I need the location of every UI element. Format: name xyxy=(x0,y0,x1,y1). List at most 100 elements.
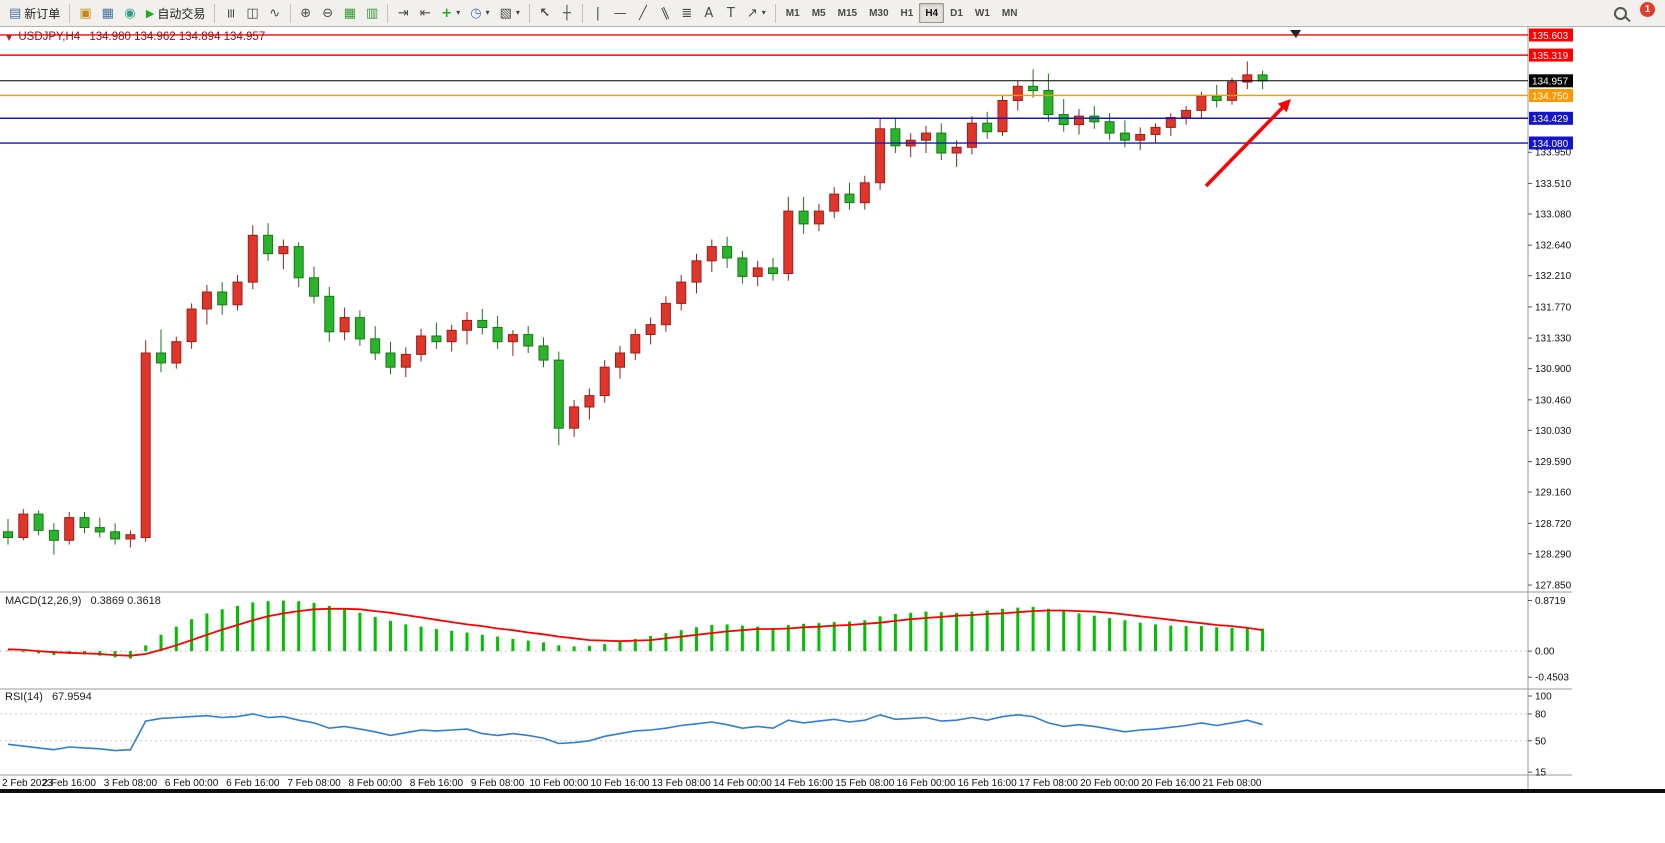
chart-shift-button[interactable]: ⇤ xyxy=(414,2,436,24)
macd-indicator-label: MACD(12,26,9) 0.3869 0.3618 xyxy=(5,595,161,607)
zoom-out-button[interactable]: ⊖ xyxy=(317,2,339,24)
line-chart-icon: ∿ xyxy=(269,5,281,21)
svg-text:20 Feb 00:00: 20 Feb 00:00 xyxy=(1080,778,1139,789)
svg-text:0.8719: 0.8719 xyxy=(1535,596,1566,607)
svg-text:13 Feb 08:00: 13 Feb 08:00 xyxy=(652,778,711,789)
bar-chart-button[interactable]: ≡ xyxy=(219,2,241,24)
cursor-button[interactable]: ↖ xyxy=(534,2,556,24)
svg-text:14 Feb 16:00: 14 Feb 16:00 xyxy=(774,778,833,789)
svg-text:0.00: 0.00 xyxy=(1535,647,1555,658)
rsi-panel[interactable] xyxy=(0,713,1528,752)
price-badge-134.957: 134.957 xyxy=(1529,74,1573,88)
svg-text:2 Feb 2023: 2 Feb 2023 xyxy=(2,778,53,789)
price-badge-135.319: 135.319 xyxy=(1529,48,1573,62)
svg-text:133.510: 133.510 xyxy=(1535,179,1572,190)
tf-h1[interactable]: H1 xyxy=(895,3,920,23)
template-icon: ▧ xyxy=(499,5,512,21)
svg-text:128.290: 128.290 xyxy=(1535,549,1572,560)
toolbar-separator xyxy=(528,3,530,23)
horizontal-line-icon: — xyxy=(613,5,627,21)
dropdown-icon: ▾ xyxy=(485,8,490,17)
candlestick-button[interactable]: ◫ xyxy=(241,2,263,24)
templates-button[interactable]: ▧ ▾ xyxy=(495,2,525,24)
tf-d1[interactable]: D1 xyxy=(944,3,969,23)
market-button[interactable]: ▣ xyxy=(74,2,96,24)
fibonacci-button[interactable]: ≣ xyxy=(676,2,698,24)
toolbar-separator xyxy=(387,3,389,23)
svg-text:127.850: 127.850 xyxy=(1535,581,1572,592)
price-axis[interactable]: 133.950 133.510 133.080 132.640 132.210 131.7… xyxy=(1528,148,1572,779)
search-button[interactable] xyxy=(1609,2,1632,24)
auto-scroll-button[interactable]: ⇥ xyxy=(392,2,414,24)
chart-shift-marker[interactable] xyxy=(1290,30,1301,38)
chart-plot-area[interactable] xyxy=(0,27,1528,775)
svg-text:20 Feb 16:00: 20 Feb 16:00 xyxy=(1141,778,1200,789)
svg-text:132.640: 132.640 xyxy=(1535,241,1572,252)
price-badge-135.603: 135.603 xyxy=(1529,28,1573,42)
horizontal-line-button[interactable]: — xyxy=(609,2,632,24)
new-order-label: 新订单 xyxy=(24,6,61,21)
tf-m1[interactable]: M1 xyxy=(780,3,806,23)
tf-mn[interactable]: MN xyxy=(996,3,1024,23)
auto-scroll-icon: ⇥ xyxy=(397,5,409,21)
chart-title: ▼ USDJPY,H4 134.980 134.962 134.894 134.… xyxy=(6,31,265,43)
plus-icon: + xyxy=(441,5,453,21)
notification-badge[interactable]: 1 xyxy=(1640,1,1655,17)
svg-text:80: 80 xyxy=(1535,709,1547,720)
add-indicator-button[interactable]: + ▾ xyxy=(436,2,465,24)
toolbar-separator xyxy=(69,3,71,23)
tf-m30[interactable]: M30 xyxy=(863,3,894,23)
channel-button[interactable]: ∥ xyxy=(654,2,676,24)
svg-text:6 Feb 16:00: 6 Feb 16:00 xyxy=(226,778,280,789)
vertical-line-button[interactable]: | xyxy=(587,2,609,24)
tile-windows-button[interactable]: ▦ xyxy=(339,2,361,24)
trendline-button[interactable]: ╱ xyxy=(632,2,654,24)
svg-text:2 Feb 16:00: 2 Feb 16:00 xyxy=(43,778,97,789)
tile-windows-icon: ▦ xyxy=(343,5,356,21)
price-axis-area[interactable] xyxy=(1528,27,1665,789)
auto-trading-button[interactable]: ▶ 自动交易 xyxy=(141,2,210,24)
svg-text:3 Feb 08:00: 3 Feb 08:00 xyxy=(104,778,158,789)
toolbar-separator xyxy=(289,3,291,23)
svg-text:15: 15 xyxy=(1535,768,1547,779)
tf-h4[interactable]: H4 xyxy=(919,3,945,23)
cascade-windows-button[interactable]: ▥ xyxy=(361,2,383,24)
chart-windows-button[interactable]: ▦ xyxy=(97,2,119,24)
svg-text:131.330: 131.330 xyxy=(1535,334,1572,345)
channel-icon: ∥ xyxy=(658,4,671,22)
svg-text:16 Feb 16:00: 16 Feb 16:00 xyxy=(958,778,1017,789)
chart-shift-icon: ⇤ xyxy=(419,5,431,21)
algo-trading-button[interactable]: ◉ xyxy=(119,2,141,24)
text-button[interactable]: A xyxy=(698,2,720,24)
shapes-button[interactable]: ↗ ▾ xyxy=(742,2,771,24)
toolbar-separator xyxy=(214,3,216,23)
panel-separators xyxy=(0,27,1572,789)
new-order-button[interactable]: ▤ 新订单 xyxy=(4,2,65,24)
svg-text:7 Feb 08:00: 7 Feb 08:00 xyxy=(287,778,341,789)
svg-text:10 Feb 16:00: 10 Feb 16:00 xyxy=(591,778,650,789)
ohlc-values: 134.980 134.962 134.894 134.957 xyxy=(89,31,266,43)
arrow-annotation[interactable] xyxy=(1204,99,1291,188)
price-badge-134.080: 134.080 xyxy=(1529,136,1573,150)
tf-m5[interactable]: M5 xyxy=(806,3,832,23)
tf-m15[interactable]: M15 xyxy=(832,3,863,23)
zoom-in-button[interactable]: ⊕ xyxy=(295,2,317,24)
crosshair-button[interactable]: ┼ xyxy=(556,2,578,24)
periods-button[interactable]: ◷ ▾ xyxy=(465,2,494,24)
algo-trading-icon: ◉ xyxy=(124,5,136,21)
symbol-marker-icon[interactable]: ▼ xyxy=(6,33,13,42)
toolbar-separator xyxy=(581,3,583,23)
toolbar-separator xyxy=(774,3,776,23)
zoom-in-icon: ⊕ xyxy=(300,5,312,21)
rsi-value: 67.9594 xyxy=(51,691,92,703)
tf-w1[interactable]: W1 xyxy=(969,3,996,23)
svg-text:128.720: 128.720 xyxy=(1535,519,1572,530)
zoom-out-icon: ⊖ xyxy=(322,5,334,21)
macd-signal-line xyxy=(7,607,1263,657)
svg-text:134.080: 134.080 xyxy=(1532,139,1569,150)
line-chart-button[interactable]: ∿ xyxy=(264,2,286,24)
label-button[interactable]: T xyxy=(720,2,742,24)
macd-panel[interactable] xyxy=(0,600,1528,659)
